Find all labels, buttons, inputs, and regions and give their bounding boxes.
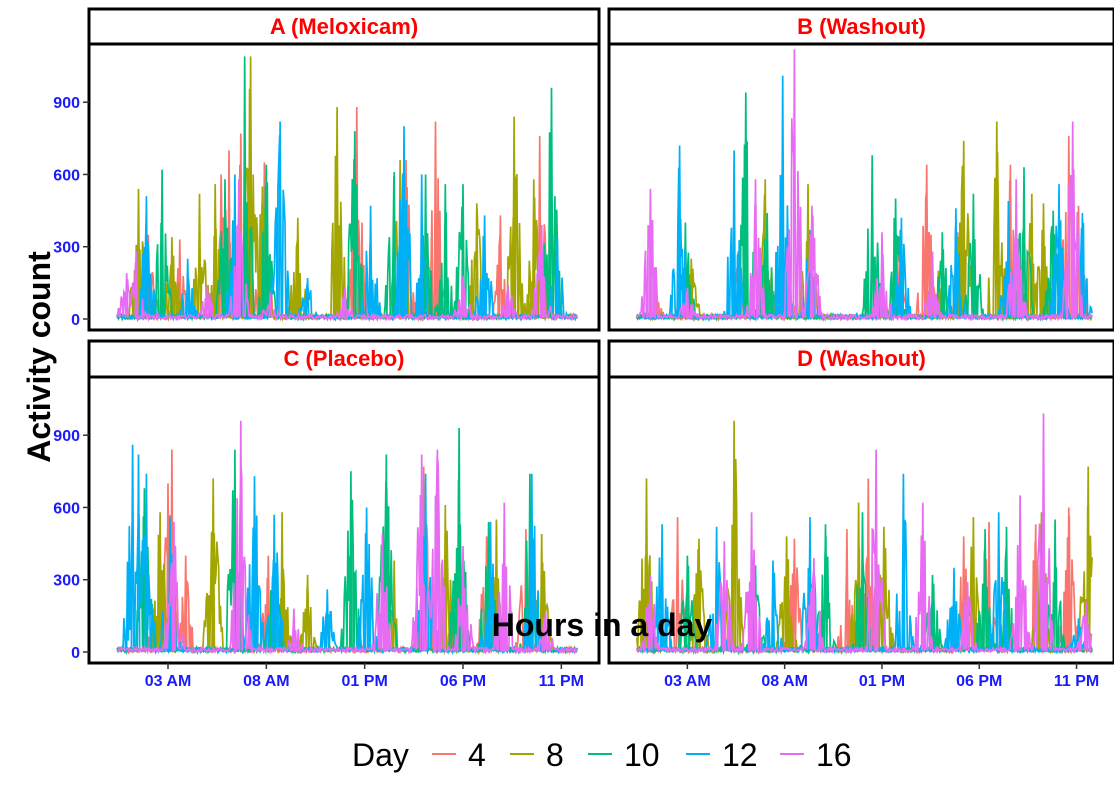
panel-title: C (Placebo) (283, 346, 404, 371)
x-tick-label: 01 PM (859, 673, 905, 690)
x-tick-label: 06 PM (956, 673, 1002, 690)
panel-strip (607, 7, 1114, 46)
legend: Day 4 8 10 12 16 (352, 737, 852, 773)
y-tick-label: 900 (53, 428, 80, 445)
x-axis-ticks: 03 AM 08 AM 01 PM 06 PM 11 PM 03 AM 08 AM 01 PM… (145, 663, 1099, 690)
panel-title: D (Washout) (797, 346, 926, 371)
x-tick-label: 11 PM (1054, 673, 1099, 690)
panel-title: B (Washout) (797, 14, 926, 39)
y-axis-title: Activity count (21, 251, 57, 463)
y-tick-label: 300 (53, 573, 80, 590)
y-tick-label: 600 (53, 167, 80, 184)
x-tick-label: 08 AM (243, 673, 290, 690)
legend-label-day-10: 10 (624, 737, 660, 773)
series-line-day-16 (636, 49, 1093, 323)
x-tick-label: 08 AM (761, 673, 808, 690)
panel-title: A (Meloxicam) (270, 14, 418, 39)
x-tick-label: 03 AM (145, 673, 192, 690)
y-tick-label: 0 (71, 312, 80, 329)
x-tick-label: 01 PM (342, 673, 388, 690)
x-tick-label: 11 PM (539, 673, 584, 690)
panel-2: B (Washout) (607, 7, 1114, 332)
x-axis-title: Hours in a day (492, 607, 713, 643)
series-line-day-12 (636, 473, 1093, 656)
x-tick-label: 06 PM (440, 673, 486, 690)
panel-strip (87, 339, 601, 379)
series-line-day-10 (636, 512, 1093, 656)
panels: A (Meloxicam) 0 300 600 900 B (Washout) C (Pla… (53, 7, 1114, 665)
panel-1: A (Meloxicam) 0 300 600 900 (53, 7, 601, 332)
series-line-day-16 (116, 420, 578, 655)
series-line-day-8 (635, 420, 1093, 655)
series-line-day-16 (636, 413, 1093, 655)
legend-title: Day (352, 737, 409, 773)
legend-label-day-12: 12 (722, 737, 758, 773)
series-line-day-12 (636, 75, 1093, 322)
y-tick-label: 900 (53, 95, 80, 112)
x-tick-label: 03 AM (664, 673, 711, 690)
y-tick-label: 0 (71, 645, 80, 662)
series-line-day-10 (635, 92, 1093, 322)
y-tick-label: 300 (53, 240, 80, 257)
legend-label-day-4: 4 (468, 737, 486, 773)
y-tick-label: 600 (53, 500, 80, 517)
legend-label-day-16: 16 (816, 737, 852, 773)
series-line-day-16 (116, 179, 578, 323)
panel-3: C (Placebo) 0 300 600 900 (53, 339, 601, 665)
panel-4: D (Washout) (607, 339, 1114, 665)
legend-label-day-8: 8 (546, 737, 564, 773)
